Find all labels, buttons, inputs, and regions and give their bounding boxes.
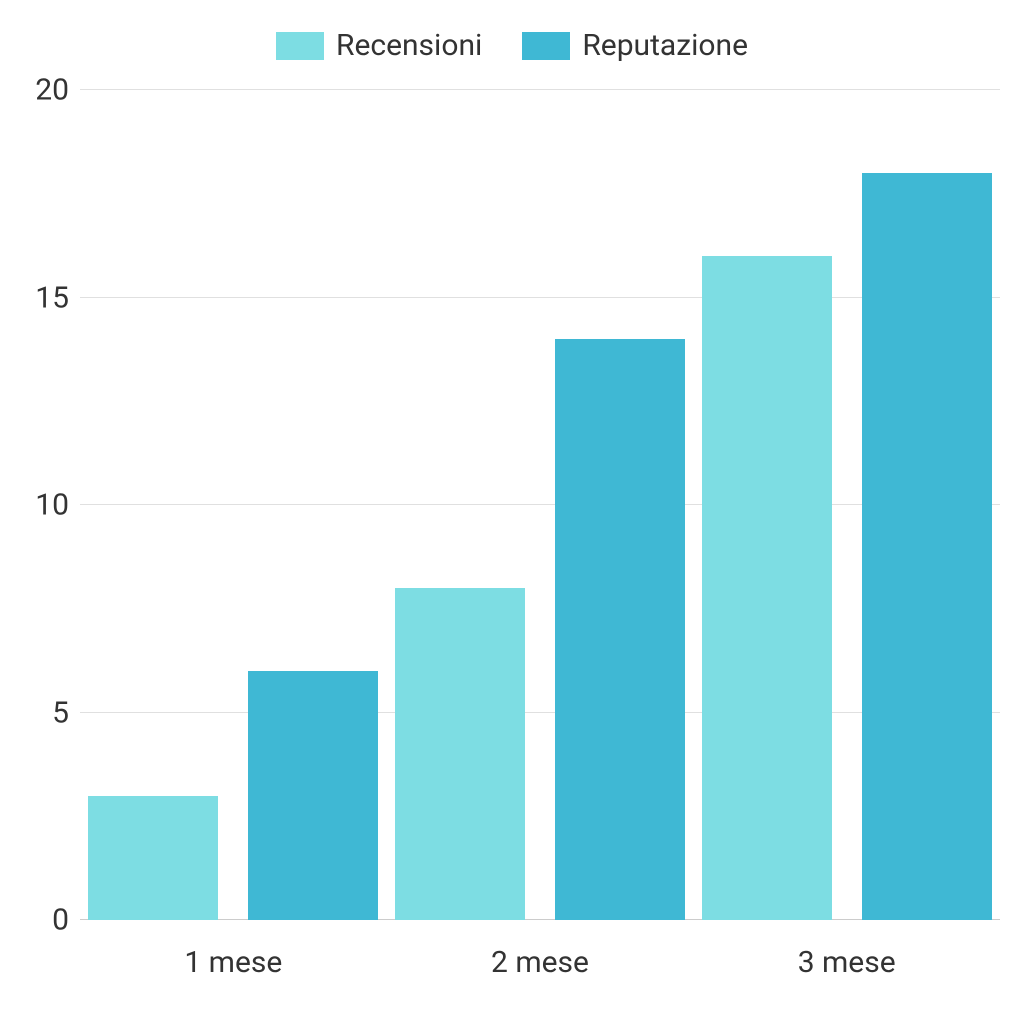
legend-swatch — [276, 32, 324, 60]
chart-legend: Recensioni Reputazione — [0, 28, 1024, 63]
bar — [395, 588, 525, 920]
bar — [88, 796, 218, 921]
y-tick-label: 5 — [52, 695, 69, 730]
y-tick-label: 20 — [35, 73, 69, 108]
bar — [702, 256, 832, 920]
legend-swatch — [522, 32, 570, 60]
y-tick-label: 0 — [52, 903, 69, 938]
bar — [862, 173, 992, 920]
plot-area — [80, 90, 1000, 920]
x-tick-label: 2 mese — [491, 945, 589, 980]
y-tick-label: 15 — [35, 280, 69, 315]
legend-label: Reputazione — [582, 28, 748, 63]
legend-item-reputazione: Reputazione — [522, 28, 748, 63]
gridline — [80, 89, 1000, 90]
bar — [555, 339, 685, 920]
y-tick-label: 10 — [35, 488, 69, 523]
x-tick-label: 3 mese — [798, 945, 896, 980]
x-tick-label: 1 mese — [184, 945, 282, 980]
legend-item-recensioni: Recensioni — [276, 28, 482, 63]
bar — [248, 671, 378, 920]
bar-chart: Recensioni Reputazione — [0, 0, 1024, 1024]
legend-label: Recensioni — [336, 28, 482, 63]
